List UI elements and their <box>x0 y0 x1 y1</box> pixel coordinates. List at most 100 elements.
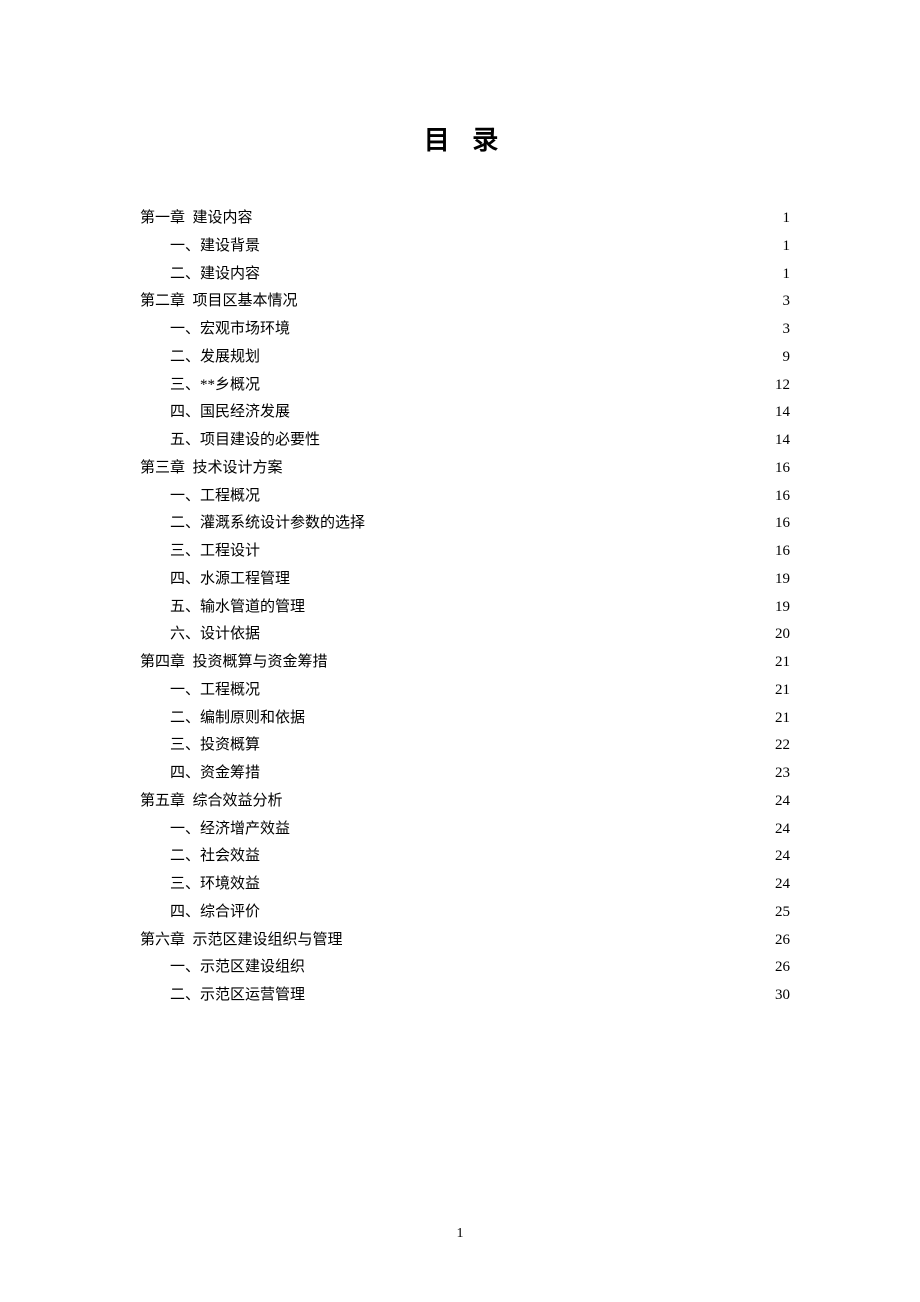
toc-dots <box>260 346 782 361</box>
toc-entry-text: 示范区运营管理 <box>200 982 305 1010</box>
toc-entry-page: 24 <box>775 816 790 844</box>
table-of-contents: 第一章 建设内容1一、建设背景1二、建设内容1第二章 项目区基本情况3一、宏观市… <box>140 205 790 1010</box>
toc-entry: 二、社会效益24 <box>140 843 790 871</box>
toc-entry-label: 四、 <box>170 399 200 427</box>
toc-entry-page: 1 <box>783 205 791 233</box>
toc-entry: 三、环境效益24 <box>140 871 790 899</box>
toc-entry: 一、宏观市场环境3 <box>140 316 790 344</box>
toc-entry: 第一章 建设内容1 <box>140 205 790 233</box>
toc-entry-label: 三、 <box>170 372 200 400</box>
toc-entry: 第四章 投资概算与资金筹措21 <box>140 649 790 677</box>
toc-dots <box>260 235 782 250</box>
toc-entry-text: **乡概况 <box>200 372 260 400</box>
toc-dots <box>283 790 775 805</box>
toc-entry-text: 环境效益 <box>200 871 260 899</box>
toc-entry-page: 12 <box>775 372 790 400</box>
toc-entry-page: 14 <box>775 399 790 427</box>
toc-entry: 四、水源工程管理19 <box>140 566 790 594</box>
toc-entry-label: 一、 <box>170 816 200 844</box>
toc-entry-page: 16 <box>775 483 790 511</box>
toc-entry-text: 项目区基本情况 <box>193 288 298 316</box>
page-number: 1 <box>0 1226 920 1242</box>
toc-dots <box>260 734 775 749</box>
toc-dots <box>260 845 775 860</box>
toc-entry-text: 建设背景 <box>200 233 260 261</box>
toc-entry: 一、经济增产效益 24 <box>140 816 790 844</box>
toc-entry: 二、发展规划9 <box>140 344 790 372</box>
toc-entry-gap <box>185 288 193 316</box>
toc-dots <box>290 401 775 416</box>
toc-entry-page: 3 <box>783 288 791 316</box>
toc-entry-page: 30 <box>775 982 790 1010</box>
toc-entry-gap <box>185 455 193 483</box>
toc-entry-page: 1 <box>783 261 791 289</box>
toc-entry: 一、示范区建设组织26 <box>140 954 790 982</box>
toc-entry-page: 16 <box>775 538 790 566</box>
toc-dots <box>260 762 775 777</box>
toc-entry: 一、建设背景1 <box>140 233 790 261</box>
toc-entry-text: 灌溉系统设计参数的选择 <box>200 510 365 538</box>
toc-entry: 第六章 示范区建设组织与管理26 <box>140 927 790 955</box>
toc-entry-label: 一、 <box>170 677 200 705</box>
toc-dots <box>290 568 775 583</box>
toc-entry-label: 第五章 <box>140 788 185 816</box>
toc-entry-label: 二、 <box>170 843 200 871</box>
toc-entry: 三、工程设计 16 <box>140 538 790 566</box>
toc-entry-page: 16 <box>775 510 790 538</box>
toc-entry-label: 二、 <box>170 261 200 289</box>
toc-entry-text: 综合评价 <box>200 899 260 927</box>
toc-entry-gap <box>185 649 193 677</box>
toc-entry-text: 资金筹措 <box>200 760 260 788</box>
toc-entry-label: 五、 <box>170 427 200 455</box>
toc-entry-text: 编制原则和依据 <box>200 705 305 733</box>
toc-entry-page: 25 <box>775 899 790 927</box>
toc-entry-page: 24 <box>775 788 790 816</box>
toc-entry-text: 经济增产效益 <box>200 816 290 844</box>
toc-dots <box>365 512 775 527</box>
toc-entry-text: 国民经济发展 <box>200 399 290 427</box>
toc-entry-page: 22 <box>775 732 790 760</box>
toc-entry-label: 三、 <box>170 871 200 899</box>
toc-entry-label: 二、 <box>170 705 200 733</box>
toc-entry: 第五章 综合效益分析 24 <box>140 788 790 816</box>
toc-entry-page: 14 <box>775 427 790 455</box>
toc-dots <box>260 374 775 389</box>
toc-entry-gap <box>185 927 193 955</box>
toc-entry-page: 16 <box>775 455 790 483</box>
toc-dots <box>305 984 775 999</box>
toc-entry: 第二章 项目区基本情况 3 <box>140 288 790 316</box>
toc-entry: 一、工程概况 16 <box>140 483 790 511</box>
toc-entry-page: 21 <box>775 677 790 705</box>
document-page: 目 录 第一章 建设内容1一、建设背景1二、建设内容1第二章 项目区基本情况3一… <box>0 0 920 1010</box>
toc-entry-text: 建设内容 <box>200 261 260 289</box>
toc-entry-text: 综合效益分析 <box>193 788 283 816</box>
toc-entry-text: 宏观市场环境 <box>200 316 290 344</box>
toc-dots <box>260 623 775 638</box>
toc-entry-label: 第四章 <box>140 649 185 677</box>
toc-dots <box>260 540 775 555</box>
toc-entry-label: 三、 <box>170 732 200 760</box>
toc-entry-label: 一、 <box>170 316 200 344</box>
toc-dots <box>305 707 775 722</box>
toc-entry-page: 21 <box>775 705 790 733</box>
toc-entry: 四、资金筹措23 <box>140 760 790 788</box>
toc-dots <box>290 818 775 833</box>
toc-entry-text: 水源工程管理 <box>200 566 290 594</box>
toc-entry: 五、项目建设的必要性14 <box>140 427 790 455</box>
toc-entry-text: 工程概况 <box>200 483 260 511</box>
toc-entry: 五、输水管道的管理19 <box>140 594 790 622</box>
toc-entry: 一、工程概况21 <box>140 677 790 705</box>
toc-entry-label: 四、 <box>170 899 200 927</box>
toc-entry-label: 一、 <box>170 954 200 982</box>
toc-entry-label: 三、 <box>170 538 200 566</box>
toc-dots <box>253 207 783 222</box>
toc-entry-label: 一、 <box>170 483 200 511</box>
toc-dots <box>260 263 782 278</box>
toc-entry-text: 工程设计 <box>200 538 260 566</box>
toc-entry-text: 示范区建设组织 <box>200 954 305 982</box>
toc-entry-label: 第二章 <box>140 288 185 316</box>
toc-entry-label: 第六章 <box>140 927 185 955</box>
toc-entry-text: 发展规划 <box>200 344 260 372</box>
toc-entry-text: 建设内容 <box>193 205 253 233</box>
toc-dots <box>343 929 775 944</box>
